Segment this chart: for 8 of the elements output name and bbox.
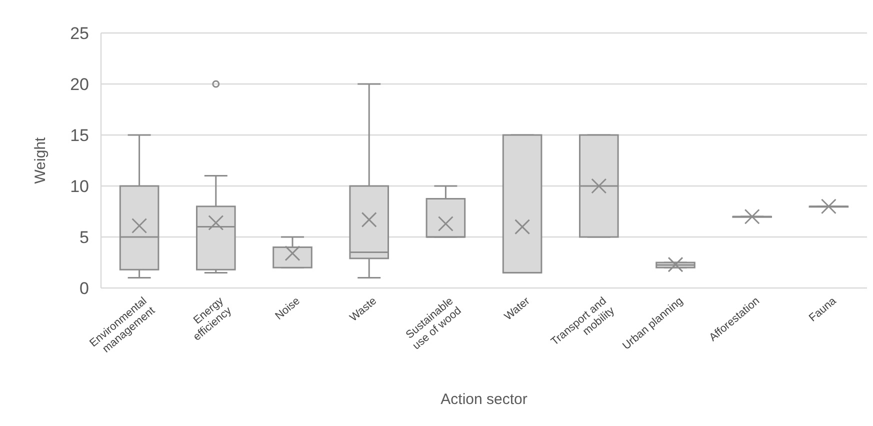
y-tick-label: 5 bbox=[80, 228, 89, 247]
y-axis-title: Weight bbox=[32, 136, 49, 184]
y-tick-label: 10 bbox=[70, 176, 89, 196]
x-axis-title: Action sector bbox=[440, 391, 528, 408]
y-tick-label: 25 bbox=[70, 24, 89, 43]
y-tick-label: 0 bbox=[80, 278, 89, 298]
y-tick-label: 15 bbox=[70, 126, 89, 145]
y-tick-label: 20 bbox=[70, 74, 89, 94]
